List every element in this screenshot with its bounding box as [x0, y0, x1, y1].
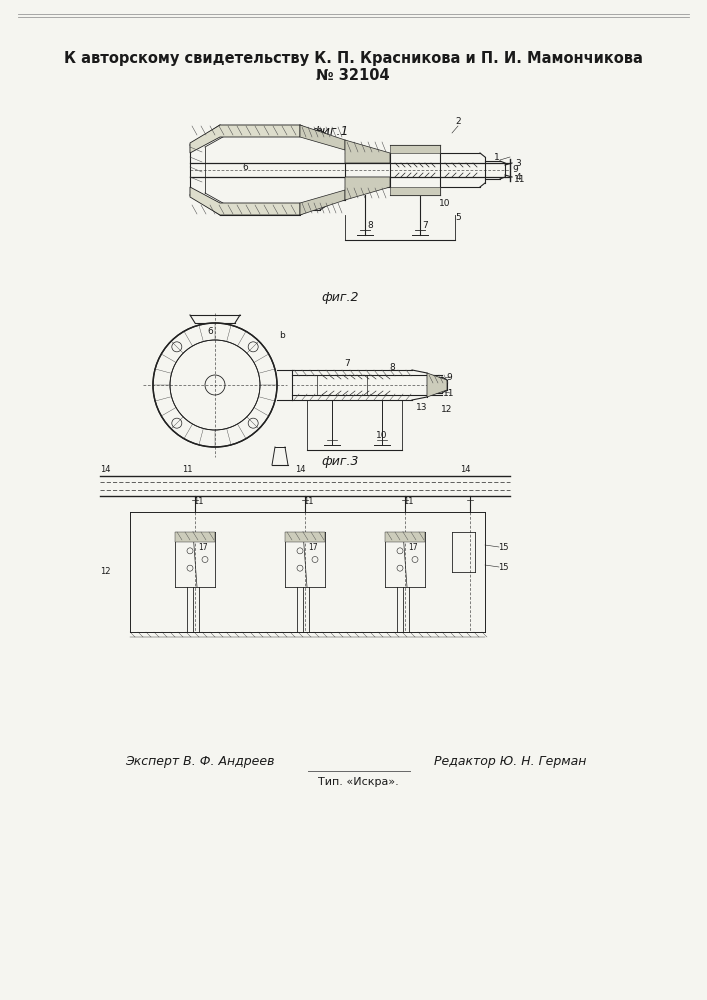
Polygon shape: [390, 187, 440, 195]
Text: 11: 11: [514, 176, 526, 184]
Text: 14: 14: [100, 464, 110, 474]
Text: 15: 15: [498, 542, 508, 552]
Circle shape: [153, 323, 277, 447]
Text: 17: 17: [198, 542, 208, 552]
Text: 6: 6: [242, 162, 248, 172]
Text: 12: 12: [100, 568, 110, 576]
Text: фиг.3: фиг.3: [321, 456, 358, 468]
Polygon shape: [300, 125, 345, 150]
Text: 17: 17: [408, 542, 418, 552]
Text: 11: 11: [443, 388, 455, 397]
Text: 8: 8: [367, 221, 373, 230]
Text: 9: 9: [446, 372, 452, 381]
Polygon shape: [390, 145, 440, 153]
Text: 6: 6: [207, 328, 213, 336]
Text: 14: 14: [295, 464, 305, 474]
Polygon shape: [427, 373, 447, 397]
Text: 8: 8: [389, 362, 395, 371]
Text: b: b: [279, 330, 285, 340]
Text: фиг.2: фиг.2: [321, 290, 358, 304]
Text: 14: 14: [460, 464, 470, 474]
Text: 5: 5: [455, 214, 461, 223]
Polygon shape: [175, 532, 215, 542]
Polygon shape: [190, 187, 300, 215]
Text: Тип. «Искра».: Тип. «Искра».: [317, 777, 398, 787]
Text: № 32104: № 32104: [316, 68, 390, 84]
Text: фиг.1: фиг.1: [311, 125, 349, 138]
Polygon shape: [300, 190, 345, 215]
Text: 4: 4: [515, 172, 521, 182]
Text: 7: 7: [422, 221, 428, 230]
Text: 15: 15: [498, 562, 508, 572]
Text: К авторскому свидетельству К. П. Красникова и П. И. Мамончикова: К авторскому свидетельству К. П. Красник…: [64, 50, 643, 66]
Polygon shape: [190, 125, 300, 153]
Text: 11: 11: [403, 497, 414, 506]
Text: 17: 17: [308, 542, 318, 552]
Text: 13: 13: [416, 402, 428, 412]
Polygon shape: [285, 532, 325, 542]
Text: 2: 2: [455, 117, 461, 126]
Text: 7: 7: [344, 359, 350, 367]
Text: 9: 9: [512, 165, 518, 174]
Text: 3: 3: [515, 158, 521, 167]
Text: 11: 11: [193, 497, 203, 506]
Polygon shape: [345, 140, 390, 163]
Text: 1: 1: [494, 152, 500, 161]
Text: Редактор Ю. Н. Герман: Редактор Ю. Н. Герман: [434, 756, 586, 768]
Text: 11: 11: [182, 464, 192, 474]
Text: 10: 10: [439, 198, 451, 208]
Text: Эксперт В. Ф. Андреев: Эксперт В. Ф. Андреев: [125, 756, 275, 768]
Polygon shape: [385, 532, 425, 542]
Polygon shape: [345, 177, 390, 200]
Text: 12: 12: [441, 406, 452, 414]
Text: 10: 10: [376, 430, 387, 440]
Text: 11: 11: [303, 497, 313, 506]
